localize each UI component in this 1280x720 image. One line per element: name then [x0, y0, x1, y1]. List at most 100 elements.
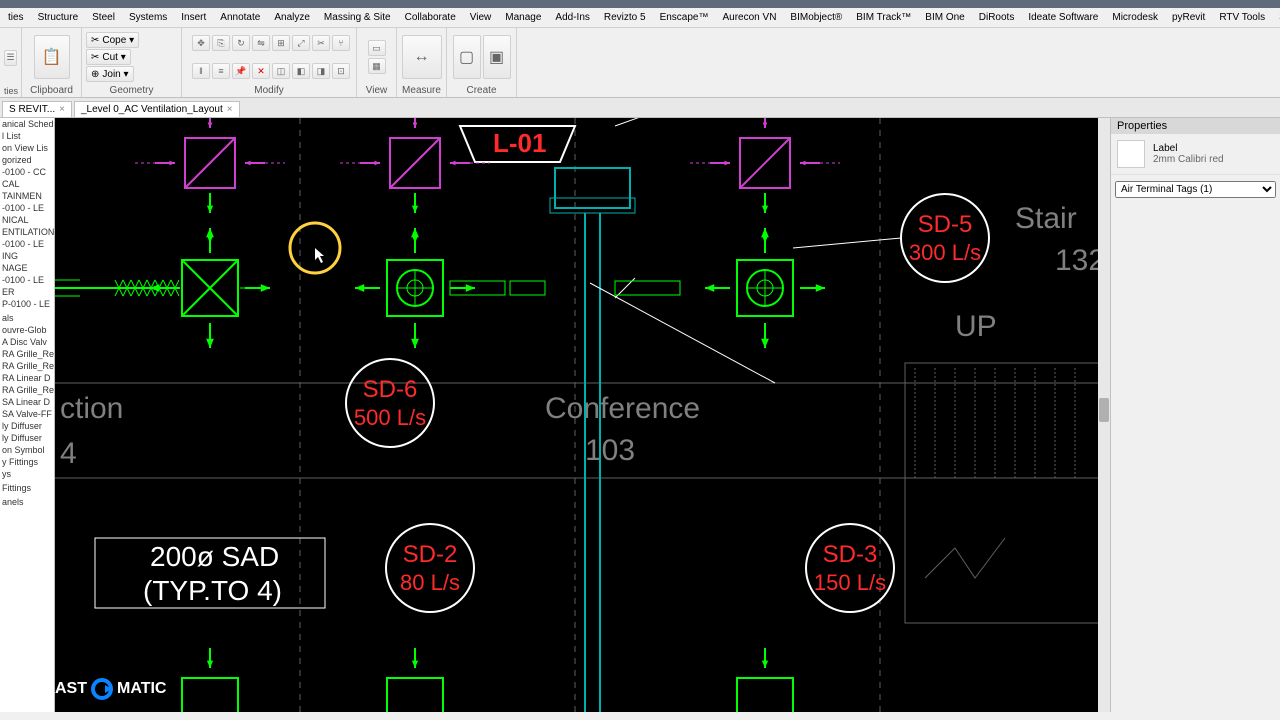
- browser-item[interactable]: on Symbol: [0, 444, 54, 456]
- move-icon[interactable]: ✥: [192, 35, 210, 51]
- menu-analyze[interactable]: Analyze: [268, 10, 316, 25]
- delete-icon[interactable]: ✕: [252, 63, 270, 79]
- menu-insert[interactable]: Insert: [175, 10, 212, 25]
- browser-item[interactable]: SA Valve-FF: [0, 408, 54, 420]
- browser-item[interactable]: TAINMEN: [0, 190, 54, 202]
- document-tab[interactable]: S REVIT...×: [2, 101, 72, 117]
- btn[interactable]: ◫: [272, 63, 290, 79]
- browser-item[interactable]: ly Diffuser: [0, 432, 54, 444]
- ribbon-label-modify: Modify: [186, 84, 352, 96]
- align-icon[interactable]: ≡: [212, 63, 230, 79]
- join-button[interactable]: ⊕ Join ▾: [86, 66, 134, 82]
- measure-button[interactable]: ↔: [402, 35, 442, 79]
- copy-icon[interactable]: ⎘: [212, 35, 230, 51]
- browser-item[interactable]: RA Grille_Re: [0, 348, 54, 360]
- create-btn2[interactable]: ▣: [483, 35, 511, 79]
- offset-icon[interactable]: ‖: [192, 63, 210, 79]
- menu-massingsite[interactable]: Massing & Site: [318, 10, 397, 25]
- btn[interactable]: ◧: [292, 63, 310, 79]
- trim-icon[interactable]: ✂: [312, 35, 330, 51]
- menu-pyrevit[interactable]: pyRevit: [1166, 10, 1211, 25]
- browser-item[interactable]: ER: [0, 286, 54, 298]
- menu-annotate[interactable]: Annotate: [214, 10, 266, 25]
- pin-icon[interactable]: 📌: [232, 63, 250, 79]
- menu-ties[interactable]: ties: [2, 10, 30, 25]
- browser-item[interactable]: ouvre-Glob: [0, 324, 54, 336]
- ribbon-label-create: Create: [451, 84, 512, 96]
- paste-button[interactable]: 📋: [34, 35, 70, 79]
- browser-item[interactable]: CAL: [0, 178, 54, 190]
- browser-item[interactable]: -0100 - LE: [0, 238, 54, 250]
- scrollbar-vertical[interactable]: [1098, 118, 1110, 712]
- svg-text:150 L/s: 150 L/s: [814, 570, 886, 595]
- create-btn1[interactable]: ▢: [453, 35, 481, 79]
- mirror-icon[interactable]: ⇋: [252, 35, 270, 51]
- menu-collaborate[interactable]: Collaborate: [399, 10, 462, 25]
- menu-structure[interactable]: Structure: [32, 10, 85, 25]
- browser-item[interactable]: y Fittings: [0, 456, 54, 468]
- cut-button[interactable]: ✂ Cut ▾: [86, 49, 131, 65]
- menu-microdesk[interactable]: Microdesk: [1106, 10, 1164, 25]
- rotate-icon[interactable]: ↻: [232, 35, 250, 51]
- project-browser[interactable]: anical Schedul Liston View Lisgorized-01…: [0, 118, 55, 712]
- close-icon[interactable]: ×: [59, 104, 65, 115]
- menu-strucsoftapps[interactable]: StrucSoft Apps: [1273, 10, 1280, 25]
- drawing-canvas[interactable]: Conference103Stair132UPL-01200ø SAD(TYP.…: [55, 118, 1110, 712]
- close-icon[interactable]: ×: [227, 104, 233, 115]
- browser-item[interactable]: RA Grille_Re: [0, 384, 54, 396]
- browser-item[interactable]: RA Linear D: [0, 372, 54, 384]
- menu-enscape[interactable]: Enscape™: [654, 10, 715, 25]
- type-thumb-icon: [1117, 140, 1145, 168]
- browser-item[interactable]: Fittings: [0, 482, 54, 494]
- scroll-thumb[interactable]: [1099, 398, 1109, 422]
- browser-item[interactable]: anels: [0, 496, 54, 508]
- document-tab[interactable]: _Level 0_AC Ventilation_Layout×: [74, 101, 240, 117]
- browser-item[interactable]: ING: [0, 250, 54, 262]
- ribbon-btn[interactable]: ☰: [4, 50, 17, 66]
- browser-item[interactable]: NICAL: [0, 214, 54, 226]
- menu-aureconvn[interactable]: Aurecon VN: [717, 10, 783, 25]
- selection-filter[interactable]: Air Terminal Tags (1): [1115, 181, 1276, 198]
- title-bar: [0, 0, 1280, 8]
- menu-rtvtools[interactable]: RTV Tools: [1213, 10, 1271, 25]
- menu-bimone[interactable]: BIM One: [919, 10, 970, 25]
- browser-item[interactable]: NAGE: [0, 262, 54, 274]
- ribbon-label-clipboard: Clipboard: [26, 84, 77, 96]
- menu-manage[interactable]: Manage: [499, 10, 547, 25]
- menu-diroots[interactable]: DiRoots: [973, 10, 1021, 25]
- browser-item[interactable]: anical Schedu: [0, 118, 54, 130]
- browser-item[interactable]: -0100 - CC: [0, 166, 54, 178]
- cope-button[interactable]: ✂ Cope ▾: [86, 32, 139, 48]
- menu-steel[interactable]: Steel: [86, 10, 121, 25]
- browser-item[interactable]: on View Lis: [0, 142, 54, 154]
- view-btn[interactable]: ▦: [368, 58, 386, 74]
- array-icon[interactable]: ⊞: [272, 35, 290, 51]
- ribbon: ☰ ties 📋 Clipboard ✂ Cope ▾ ✂ Cut ▾ ⊕ Jo…: [0, 28, 1280, 98]
- browser-item[interactable]: A Disc Valv: [0, 336, 54, 348]
- menu-bimobject[interactable]: BIMobject®: [784, 10, 848, 25]
- browser-item[interactable]: SA Linear D: [0, 396, 54, 408]
- ribbon-label: ties: [4, 85, 17, 96]
- browser-item[interactable]: RA Grille_Re: [0, 360, 54, 372]
- type-selector[interactable]: Label 2mm Calibri red: [1111, 134, 1280, 175]
- browser-item[interactable]: l List: [0, 130, 54, 142]
- browser-item[interactable]: -0100 - LE: [0, 202, 54, 214]
- browser-item[interactable]: ly Diffuser: [0, 420, 54, 432]
- browser-item[interactable]: ENTILATION: [0, 226, 54, 238]
- split-icon[interactable]: ⑂: [332, 35, 350, 51]
- menu-revizto5[interactable]: Revizto 5: [598, 10, 652, 25]
- view-btn[interactable]: ▭: [368, 40, 386, 56]
- menu-ideatesoftware[interactable]: Ideate Software: [1022, 10, 1104, 25]
- btn[interactable]: ◨: [312, 63, 330, 79]
- browser-item[interactable]: gorized: [0, 154, 54, 166]
- menu-addins[interactable]: Add-Ins: [549, 10, 595, 25]
- browser-item[interactable]: P-0100 - LE: [0, 298, 54, 310]
- menu-systems[interactable]: Systems: [123, 10, 173, 25]
- browser-item[interactable]: ys: [0, 468, 54, 480]
- menu-view[interactable]: View: [464, 10, 498, 25]
- scale-icon[interactable]: ⤢: [292, 35, 310, 51]
- btn[interactable]: ⊡: [332, 63, 350, 79]
- browser-item[interactable]: als: [0, 312, 54, 324]
- browser-item[interactable]: -0100 - LE: [0, 274, 54, 286]
- menu-bimtrack[interactable]: BIM Track™: [850, 10, 917, 25]
